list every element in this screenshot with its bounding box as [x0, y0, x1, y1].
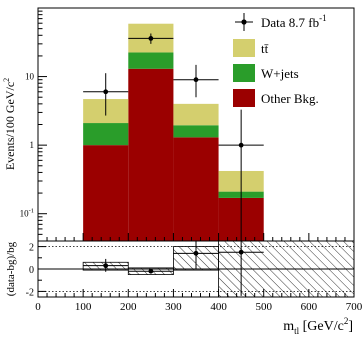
- ratio-point-0: [103, 263, 109, 269]
- x-tick-label-6: 600: [301, 301, 318, 313]
- stack-bar-0-3: [173, 137, 219, 241]
- legend-swatch-2: [233, 89, 255, 107]
- legend-label-2: Other Bkg.: [261, 91, 319, 106]
- x-tick-label-5: 500: [255, 301, 272, 313]
- top-y-tick-label-0: 10-1: [20, 208, 34, 219]
- legend-data-label: Data 8.7 fb-1: [261, 13, 327, 30]
- legend-swatch-0: [233, 39, 255, 57]
- stack-bar-0-2: [128, 68, 174, 241]
- data-point-2: [193, 77, 199, 83]
- ratio-point-1: [148, 268, 154, 274]
- x-axis-label: mtl [GeV/c2]: [283, 316, 353, 336]
- stack-bar-0-1: [83, 145, 129, 241]
- stacked-histogram: [83, 23, 264, 241]
- stack-bar-1-1: [83, 123, 129, 146]
- stack-bar-1-3: [173, 125, 219, 138]
- ratio-point-2: [193, 250, 199, 256]
- ratio-points: [83, 241, 264, 296]
- legend-swatch-1: [233, 64, 255, 82]
- data-point-0: [103, 89, 109, 95]
- bottom-y-tick-label-0: -2: [26, 287, 34, 298]
- data-point-1: [148, 36, 154, 41]
- bottom-y-tick-label-1: 0: [29, 265, 34, 276]
- top-y-axis-label: Events/100 GeV/c2: [2, 78, 17, 170]
- x-tick-label-3: 300: [165, 301, 182, 313]
- legend: Data 8.7 fb-1 tt̄ W+jets Other Bkg.: [233, 13, 327, 107]
- x-tick-label-7: 700: [346, 301, 363, 313]
- legend-label-1: W+jets: [261, 66, 299, 81]
- stack-bar-2-3: [173, 103, 219, 126]
- stack-bar-1-2: [128, 52, 174, 69]
- bottom-y-axis-label: (data-bg)/bg: [5, 241, 17, 296]
- data-point-3: [238, 142, 244, 148]
- data-points: [83, 33, 264, 241]
- legend-label-0: tt̄: [261, 41, 269, 56]
- legend-data-marker: [241, 19, 247, 25]
- bottom-y-tick-label-2: 2: [29, 243, 34, 254]
- x-tick-label-4: 400: [210, 301, 227, 313]
- top-y-tick-label-2: 10: [25, 72, 35, 82]
- x-tick-label-1: 100: [75, 301, 92, 313]
- top-y-tick-label-1: 1: [30, 140, 35, 150]
- x-tick-label-0: 0: [35, 301, 41, 313]
- ratio-point-3: [238, 249, 244, 255]
- x-tick-label-2: 200: [120, 301, 137, 313]
